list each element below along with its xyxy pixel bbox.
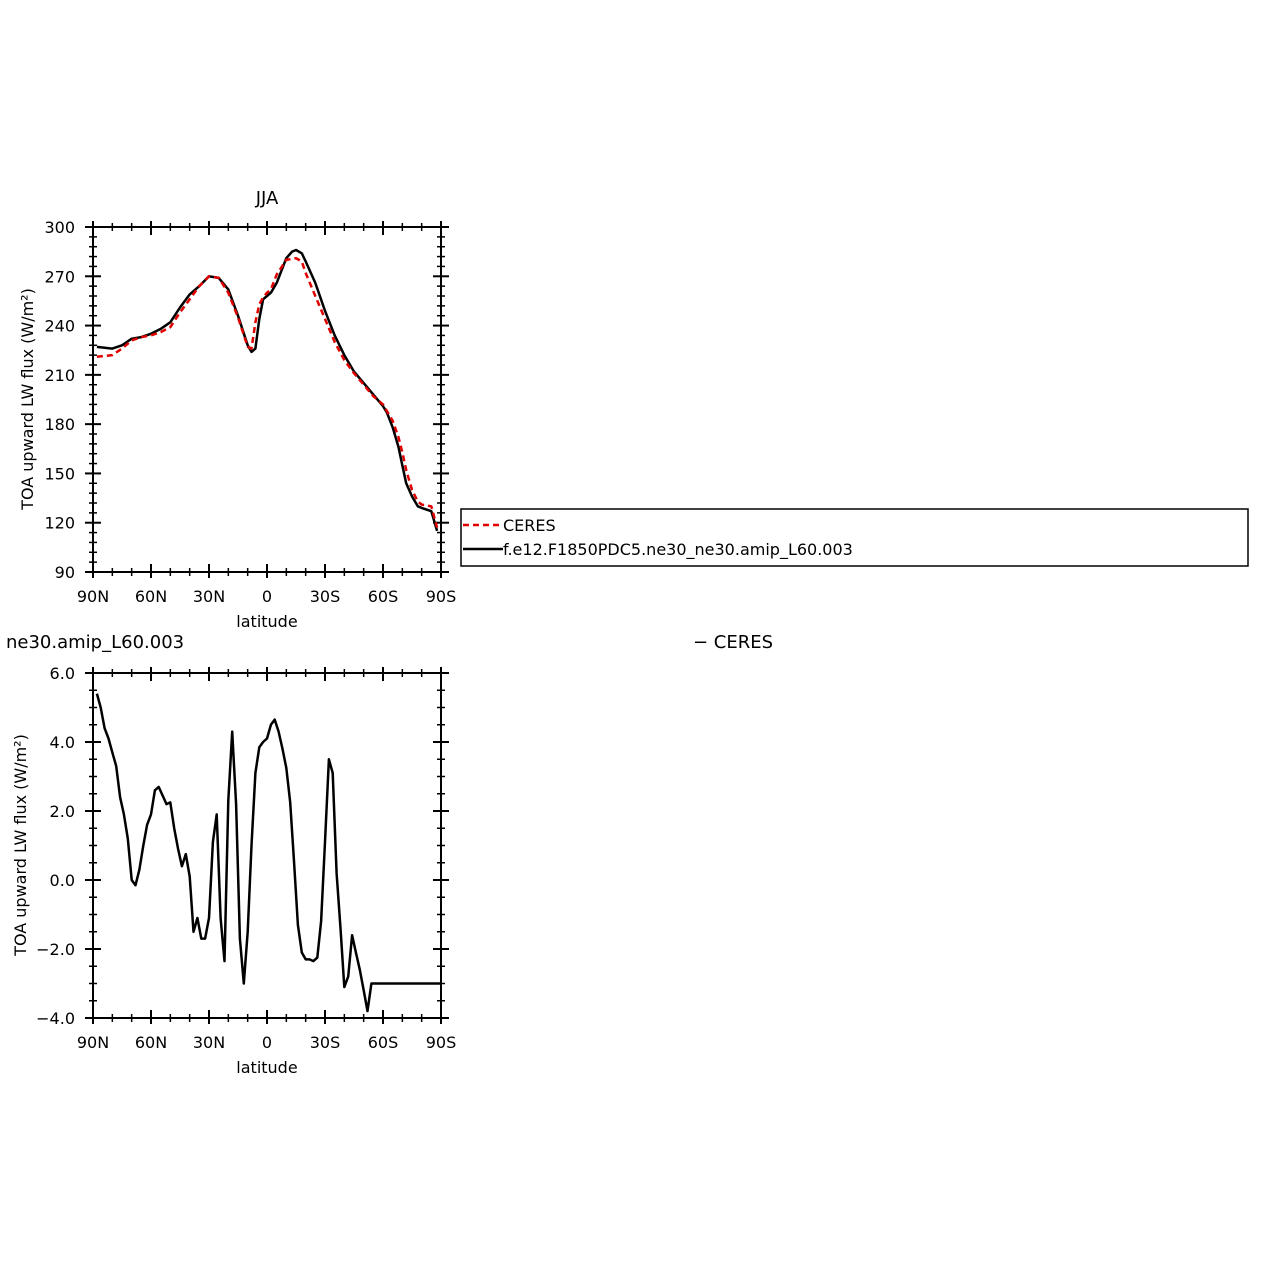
top-y-tick-label: 150: [44, 464, 75, 483]
top-y-tick-label: 300: [44, 218, 75, 237]
bottom-y-tick-label: 4.0: [50, 733, 75, 752]
top-y-tick-label: 120: [44, 514, 75, 533]
bottom-y-axis-label: TOA upward LW flux (W/m²): [11, 734, 30, 957]
bottom-y-tick-label: 6.0: [50, 664, 75, 683]
bottom-plot: ne30.amip_L60.003 − CERES 90N 60N 30N 0 30S 6…: [6, 632, 773, 1077]
top-x-tick-label: 0: [262, 587, 272, 606]
top-series-line-ceres: [96, 256, 439, 528]
bottom-x-tick-label: 60S: [368, 1033, 399, 1052]
bottom-x-tick-label: 90N: [77, 1033, 109, 1052]
bottom-y-tick-label: −4.0: [36, 1009, 75, 1028]
bottom-x-tick-label: 90S: [426, 1033, 457, 1052]
top-x-ticks: 90N 60N 30N 0 30S 60S 90S: [77, 221, 456, 606]
top-x-tick-label: 60S: [368, 587, 399, 606]
legend-label-model: f.e12.F1850PDC5.ne30_ne30.amip_L60.003: [503, 540, 853, 560]
top-plot: JJA 90N 60N 30N 0 30S 60S 90S 90 120 150 180 210 24…: [18, 188, 456, 631]
bottom-y-tick-label: −2.0: [36, 940, 75, 959]
bottom-series-line-difference: [95, 693, 441, 1013]
legend-box: [460, 508, 1249, 567]
top-x-axis-label: latitude: [236, 612, 297, 631]
bottom-plot-title: ne30.amip_L60.003: [6, 632, 184, 653]
bottom-y-ticks: −4.0 −2.0 0.0 2.0 4.0 6.0: [36, 664, 449, 1028]
top-x-tick-label: 60N: [135, 587, 167, 606]
bottom-plot-title-right: − CERES: [693, 632, 773, 653]
top-y-tick-label: 240: [44, 317, 75, 336]
bottom-plot-frame: [92, 672, 442, 1019]
top-plot-title: JJA: [255, 188, 279, 209]
bottom-x-axis-label: latitude: [236, 1058, 297, 1077]
bottom-series-group: [95, 693, 441, 1013]
top-y-tick-label: 270: [44, 267, 75, 286]
bottom-x-ticks: 90N 60N 30N 0 30S 60S 90S: [77, 667, 456, 1052]
top-x-tick-label: 90N: [77, 587, 109, 606]
bottom-x-tick-label: 0: [262, 1033, 272, 1052]
top-y-tick-label: 210: [44, 366, 75, 385]
top-x-tick-label: 30N: [193, 587, 225, 606]
top-y-ticks: 90 120 150 180 210 240 270 300: [44, 218, 449, 582]
top-y-tick-label: 180: [44, 415, 75, 434]
top-y-tick-label: 90: [55, 563, 75, 582]
bottom-x-tick-label: 60N: [135, 1033, 167, 1052]
top-y-axis-label: TOA upward LW flux (W/m²): [18, 288, 37, 511]
top-series-line-f-e12-f1850pdc5-ne30-ne30-amip-l60-003: [96, 248, 439, 532]
bottom-x-tick-label: 30N: [193, 1033, 225, 1052]
legend-label-ceres: CERES: [503, 516, 556, 535]
top-x-tick-label: 90S: [426, 587, 457, 606]
top-x-tick-label: 30S: [310, 587, 341, 606]
bottom-y-tick-label: 0.0: [50, 871, 75, 890]
bottom-x-tick-label: 30S: [310, 1033, 341, 1052]
top-plot-frame: [92, 226, 442, 573]
bottom-y-tick-label: 2.0: [50, 802, 75, 821]
legend: CERES f.e12.F1850PDC5.ne30_ne30.amip_L60…: [460, 508, 1249, 567]
top-series-group: [96, 248, 439, 532]
